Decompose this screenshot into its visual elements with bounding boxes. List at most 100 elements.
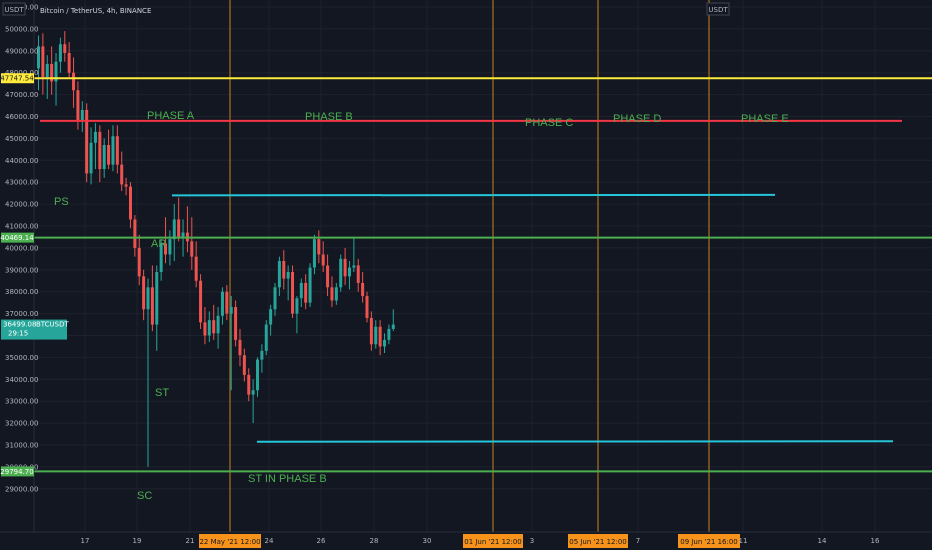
symbol-badge-right[interactable]	[706, 2, 730, 16]
y-tick-label: 29000.00	[5, 485, 38, 493]
candle-body	[41, 46, 45, 78]
candle-body	[115, 136, 119, 165]
event-labels: PS AR ST SC ST IN PHASE B	[54, 196, 327, 502]
candle-body	[80, 109, 84, 121]
candle-body	[343, 258, 347, 277]
y-tick-label: 32000.00	[5, 420, 38, 428]
candle-body	[304, 282, 308, 303]
y-tick-label: 38000.00	[5, 288, 38, 296]
candle-body	[356, 265, 360, 283]
candle-body	[120, 164, 124, 185]
candle-body	[199, 280, 203, 323]
date-tag-22-may: 22 May '21 12:00	[199, 538, 260, 546]
chart-title: Bitcoin / TetherUS, 4h, BINANCE	[40, 7, 151, 15]
symbol-badge-text: USDT	[4, 6, 24, 14]
candle-body	[326, 265, 330, 288]
date-tag-05-jun: 05 Jun '21 12:00	[569, 538, 627, 546]
grid	[34, 0, 932, 532]
date-tag-bg	[678, 534, 740, 548]
candle-body	[391, 324, 395, 329]
phase-d-label: PHASE D	[613, 113, 661, 125]
candle-body	[216, 315, 220, 334]
y-tick-label: 41000.00	[5, 223, 38, 231]
candle-body	[67, 52, 71, 73]
date-tag-bg	[463, 534, 523, 548]
x-tick-label: 3	[530, 537, 534, 545]
candle-body	[76, 90, 80, 121]
vertical-date-markers	[229, 0, 710, 532]
y-tick-label: 42000.00	[5, 201, 38, 209]
candle-body	[54, 61, 58, 82]
candle-body	[383, 339, 387, 347]
candle-body	[334, 287, 338, 301]
candle-body	[347, 267, 351, 277]
candle-body	[93, 131, 97, 143]
candle-body	[369, 317, 373, 345]
candle-body	[124, 184, 128, 187]
candle-body	[308, 267, 312, 303]
x-tick-label: 28	[370, 537, 379, 545]
phase-a-label: PHASE A	[147, 110, 195, 122]
candle-body	[89, 142, 93, 174]
candle-body	[212, 320, 216, 334]
price-tag-countdown: 29:15	[8, 330, 28, 338]
x-tick-label: 14	[818, 537, 827, 545]
event-sc-label: SC	[137, 490, 152, 502]
price-axis-background	[0, 0, 34, 532]
candle-body	[339, 258, 343, 288]
y-tick-label: 43000.00	[5, 179, 38, 187]
candle-body	[107, 144, 111, 165]
candle-body	[361, 282, 365, 297]
phase-labels: PHASE A PHASE B PHASE C PHASE D PHASE E	[147, 110, 789, 129]
candle-body	[177, 219, 181, 237]
candle-body	[194, 256, 198, 281]
candle-body	[286, 271, 290, 279]
y-tick-label: 39000.00	[5, 266, 38, 274]
candle-body	[291, 271, 295, 314]
candle-body	[238, 339, 242, 356]
y-tick-label: 48000.00	[5, 69, 38, 77]
event-ar-label: AR	[151, 238, 166, 250]
candle-body	[45, 63, 49, 78]
candles	[37, 31, 395, 467]
candle-body	[172, 219, 176, 240]
candle-body	[203, 322, 207, 336]
candle-body	[190, 241, 194, 257]
candle-body	[63, 44, 67, 53]
y-tick-label: 40000.00	[5, 244, 38, 252]
date-tag-bg	[568, 534, 628, 548]
support-resistance-lines[interactable]	[34, 77, 932, 473]
candle-body	[234, 307, 238, 340]
y-tick-label: 35000.00	[5, 354, 38, 362]
candle-body	[150, 287, 154, 325]
candle-body	[295, 298, 299, 314]
candle-body	[146, 287, 150, 310]
candle-body	[98, 131, 102, 170]
date-tag-01-jun: 01 Jun '21 12:00	[464, 538, 522, 546]
event-ps-label: PS	[54, 196, 69, 208]
y-tick-label: 45000.00	[5, 135, 38, 143]
price-tag-green-bottom-text: 29794.70	[0, 468, 33, 476]
candle-body	[207, 320, 211, 336]
candle-body	[220, 291, 224, 316]
price-tag-green-top-text: 40469.14	[0, 234, 34, 242]
price-tag-current-text: 36499.08	[3, 321, 36, 329]
candle-body	[242, 355, 246, 375]
time-axis-ticks: 17 19 21 24 26 28 30 3 7 11 14 16	[81, 537, 880, 545]
candle-body	[269, 309, 273, 325]
candle-body	[142, 276, 146, 310]
symbol-badge[interactable]	[2, 2, 26, 16]
phase-c-label: PHASE C	[525, 117, 573, 129]
candle-body	[273, 287, 277, 310]
x-tick-label: 26	[317, 537, 326, 545]
candle-body	[85, 109, 89, 174]
price-tag-yellow-text: 47747.54	[0, 75, 34, 83]
x-tick-label: 17	[81, 537, 90, 545]
price-tag-yellow	[1, 73, 34, 84]
y-tick-label: 34000.00	[5, 376, 38, 384]
candle-body	[317, 239, 321, 255]
price-tag-current	[1, 319, 67, 340]
candle-body	[164, 243, 168, 255]
price-tag-green-bottom	[1, 466, 34, 477]
